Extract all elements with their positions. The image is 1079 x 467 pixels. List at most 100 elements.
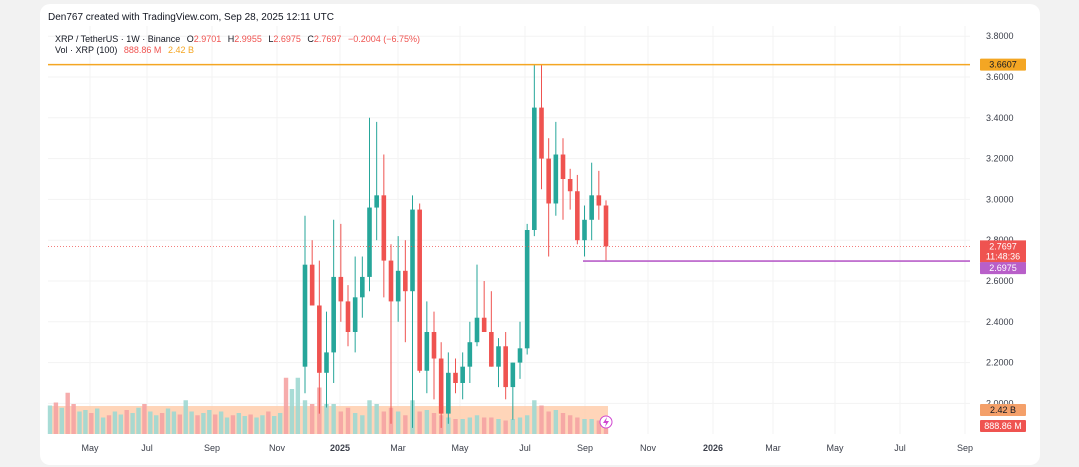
candle-body xyxy=(467,342,473,367)
low-label: L xyxy=(268,34,273,44)
legend: XRP / TetherUS · 1W · Binance O2.9701 H2… xyxy=(55,34,420,55)
volume-bar xyxy=(289,389,295,434)
candle-body xyxy=(424,332,430,371)
volume-bar xyxy=(510,419,516,434)
volume-bar xyxy=(381,411,387,434)
candle-body xyxy=(481,317,487,332)
x-tick-label: Jul xyxy=(894,443,906,453)
last-price-label-bg xyxy=(980,240,1026,263)
volume-bar xyxy=(171,411,177,434)
y-tick-label: 3.0000 xyxy=(986,194,1014,204)
volume-bar xyxy=(517,417,523,434)
candle-body xyxy=(524,230,530,349)
lightning-icon-glyph xyxy=(603,417,609,427)
last-price-label: 2.7697 xyxy=(989,241,1017,251)
high-value: 2.9955 xyxy=(234,34,262,44)
volume-bar xyxy=(77,411,82,434)
resistance-price-label-bg xyxy=(980,58,1026,71)
price-chart[interactable]: Den767 created with TradingView.com, Sep… xyxy=(40,4,1040,465)
candle-body xyxy=(503,346,508,388)
volume-bar xyxy=(582,419,587,434)
volume-bar xyxy=(89,413,94,434)
volume-bar xyxy=(47,405,53,434)
svg-text:Vol · XRP (100) 888.86: Vol · XRP (100) 888.86 M 2.42 B xyxy=(55,45,194,55)
candle-body xyxy=(302,264,308,367)
volume-bar xyxy=(567,415,573,434)
volume-bar xyxy=(177,414,183,434)
volume-bar xyxy=(277,413,283,434)
volume-bar xyxy=(467,417,473,434)
candle-body xyxy=(431,332,437,359)
volume-bar xyxy=(324,404,329,434)
volume-bar xyxy=(154,415,159,434)
resistance-price-label: 3.6607 xyxy=(989,60,1017,70)
volume-bar xyxy=(189,411,194,434)
candle-body xyxy=(575,191,580,241)
candle-body xyxy=(367,207,372,277)
volume-bar xyxy=(295,377,301,434)
x-tick-label: Mar xyxy=(765,443,781,453)
x-tick-label: May xyxy=(826,443,844,453)
volume-bar xyxy=(546,411,551,434)
volume-value-1: 888.86 M xyxy=(124,45,162,55)
volume-bar xyxy=(100,417,106,434)
volume-bar xyxy=(575,417,580,434)
volume-bar xyxy=(474,415,480,434)
x-axis[interactable]: May Jul Sep Nov 2025 Mar May Jul Sep Nov 2026 Mar Ma… xyxy=(81,443,973,453)
volume-bar xyxy=(83,410,88,434)
candle-body xyxy=(453,372,458,383)
candle-body xyxy=(317,305,322,373)
support-price-label-bg xyxy=(980,262,1026,275)
x-tick-label: Sep xyxy=(957,443,973,453)
candle-body xyxy=(603,205,609,247)
candle-body xyxy=(345,301,351,332)
candle-body xyxy=(596,195,602,206)
volume-bar xyxy=(589,419,594,434)
volume-bar xyxy=(106,415,112,434)
candle-body xyxy=(417,209,422,371)
candle-body xyxy=(553,154,559,204)
volume-bar xyxy=(553,410,559,434)
volume-value-2: 2.42 B xyxy=(168,45,194,55)
volume-bar xyxy=(338,411,344,434)
volume-bar xyxy=(236,413,242,434)
y-tick-label: 2.4000 xyxy=(986,317,1014,327)
volume-ma-area xyxy=(52,406,608,434)
x-tick-label: May xyxy=(81,443,99,453)
volume-bar xyxy=(65,392,70,434)
candle-body xyxy=(352,297,358,332)
volume-bar xyxy=(95,408,100,434)
candle-body xyxy=(309,264,315,306)
candle-body xyxy=(395,270,401,302)
low-value: 2.6975 xyxy=(273,34,301,44)
x-tick-label: Mar xyxy=(390,443,406,453)
volume-bar xyxy=(352,413,358,434)
grid-lines xyxy=(48,26,970,434)
volume-bar xyxy=(242,416,247,434)
lightning-icon[interactable] xyxy=(599,415,613,429)
candle-body xyxy=(560,154,566,179)
candle-body xyxy=(539,107,544,159)
volume-bar xyxy=(302,400,308,434)
x-tick-label: Nov xyxy=(640,443,657,453)
candle-body xyxy=(438,358,444,414)
volume-bar xyxy=(136,407,141,434)
volume-bar xyxy=(260,415,265,434)
candle-body xyxy=(496,346,501,367)
volume-bar xyxy=(148,411,153,434)
y-axis[interactable]: 3.8000 3.6000 3.4000 3.2000 3.0000 2.8000 2.60… xyxy=(986,31,1014,408)
volume-bar xyxy=(403,415,408,434)
volume-bar xyxy=(360,415,365,434)
volume-bar xyxy=(248,414,253,434)
volume-ma-label-bg xyxy=(980,404,1026,416)
volume-bar xyxy=(431,413,437,434)
x-tick-label: 2025 xyxy=(330,443,350,453)
volume-bar xyxy=(159,413,165,434)
volume-bar xyxy=(142,404,147,434)
volume-bar xyxy=(224,417,230,434)
candle-body xyxy=(460,366,465,383)
x-tick-label: 2026 xyxy=(703,443,723,453)
volume-bar xyxy=(266,411,271,434)
candle-body xyxy=(381,195,387,261)
volume-bar xyxy=(213,414,218,434)
